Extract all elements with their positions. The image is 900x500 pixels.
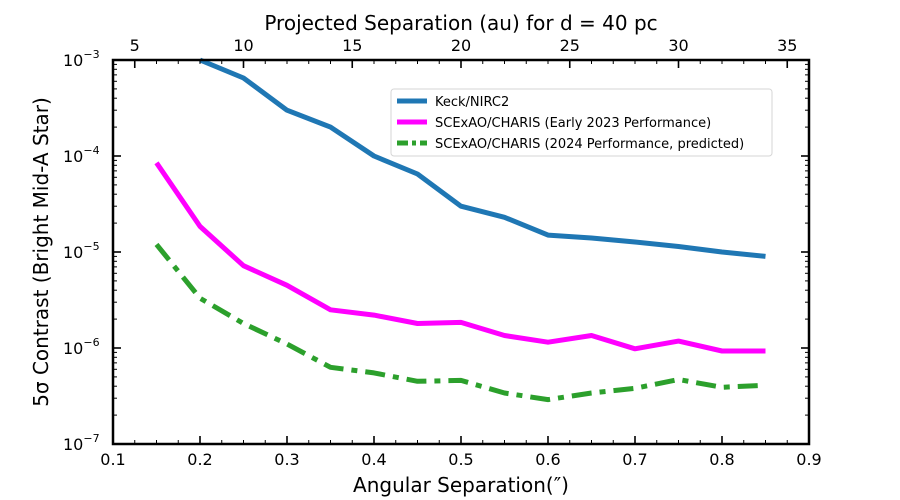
legend: Keck/NIRC2 SCExAO/CHARIS (Early 2023 Perf… xyxy=(390,88,773,157)
x-tick-label-2: 0.3 xyxy=(274,450,299,469)
top-tick-label-3: 20 xyxy=(451,36,471,55)
top-tick-label-0: 5 xyxy=(130,36,140,55)
x-tick-label-5: 0.6 xyxy=(535,450,560,469)
y-tick-label-3: 10−6 xyxy=(63,336,100,358)
x-tick-label-3: 0.4 xyxy=(361,450,386,469)
top-tick-label-1: 10 xyxy=(233,36,253,55)
x-tick-label-7: 0.8 xyxy=(709,450,734,469)
x-tick-label-1: 0.2 xyxy=(187,450,212,469)
legend-label-0: Keck/NIRC2 xyxy=(435,95,509,110)
y-tick-label-4: 10−7 xyxy=(63,432,100,454)
top-axis-title: Projected Separation (au) for d = 40 pc xyxy=(264,11,657,35)
plot-frame xyxy=(111,58,811,446)
top-tick-label-6: 35 xyxy=(777,36,797,55)
top-tick-label-5: 30 xyxy=(668,36,688,55)
series-line-0 xyxy=(199,57,766,259)
series-line-2 xyxy=(154,242,766,403)
x-axis-title: Angular Separation(″) xyxy=(353,473,569,497)
bottom-x-ticks: 0.1 0.2 0.3 0.4 0.5 0.6 0.7 0.8 0.9 xyxy=(100,436,822,469)
legend-box xyxy=(390,88,773,157)
y-tick-label-0: 10−3 xyxy=(63,48,100,70)
y-tick-label-1: 10−4 xyxy=(63,144,100,166)
legend-label-1: SCExAO/CHARIS (Early 2023 Performance) xyxy=(435,116,711,131)
x-tick-label-0: 0.1 xyxy=(100,450,125,469)
x-tick-label-4: 0.5 xyxy=(448,450,473,469)
top-tick-label-2: 15 xyxy=(342,36,362,55)
series-line-1 xyxy=(154,161,766,354)
y-axis-title: 5σ Contrast (Bright Mid-A Star) xyxy=(29,97,53,407)
x-tick-label-8: 0.9 xyxy=(796,450,821,469)
series-layer xyxy=(154,57,766,403)
x-tick-label-6: 0.7 xyxy=(622,450,647,469)
y-tick-label-2: 10−5 xyxy=(63,240,100,262)
legend-label-2: SCExAO/CHARIS (2024 Performance, predict… xyxy=(435,137,744,152)
top-tick-label-4: 25 xyxy=(560,36,580,55)
